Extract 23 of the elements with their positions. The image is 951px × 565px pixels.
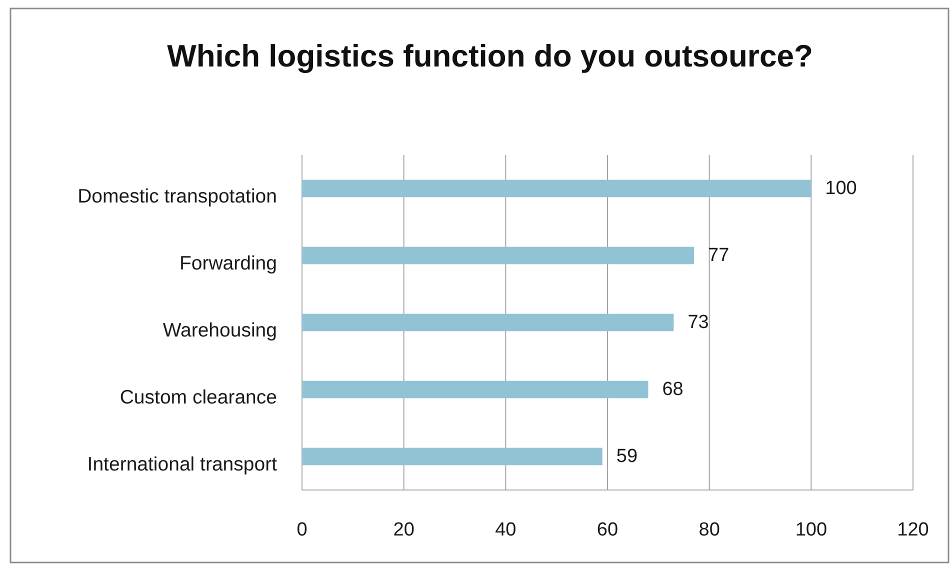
- bar: [302, 246, 694, 264]
- data-label: 77: [708, 245, 730, 266]
- data-label: 59: [616, 446, 638, 467]
- x-tick-label: 60: [596, 520, 618, 540]
- x-tick-label: 100: [795, 520, 828, 540]
- x-tick-label: 120: [897, 520, 929, 540]
- bar: [302, 314, 674, 332]
- y-tick-label: Domestic transpotation: [78, 186, 277, 208]
- chart-title: Which logistics function do you outsource?: [167, 38, 813, 74]
- x-tick-label: 0: [296, 520, 308, 540]
- data-label: 68: [662, 379, 684, 400]
- data-label: 73: [688, 312, 709, 333]
- y-tick-label: International transport: [87, 454, 278, 476]
- bar: [302, 380, 648, 398]
- bar: [302, 448, 602, 466]
- x-tick-label: 20: [393, 520, 414, 540]
- data-label: 100: [825, 178, 857, 199]
- y-tick-label: Forwarding: [179, 252, 277, 274]
- y-tick-label: Custom clearance: [120, 386, 277, 408]
- x-tick-label: 40: [495, 520, 516, 540]
- bar: [302, 180, 812, 198]
- y-tick-label: Warehousing: [162, 320, 277, 342]
- x-tick-label: 80: [698, 520, 720, 540]
